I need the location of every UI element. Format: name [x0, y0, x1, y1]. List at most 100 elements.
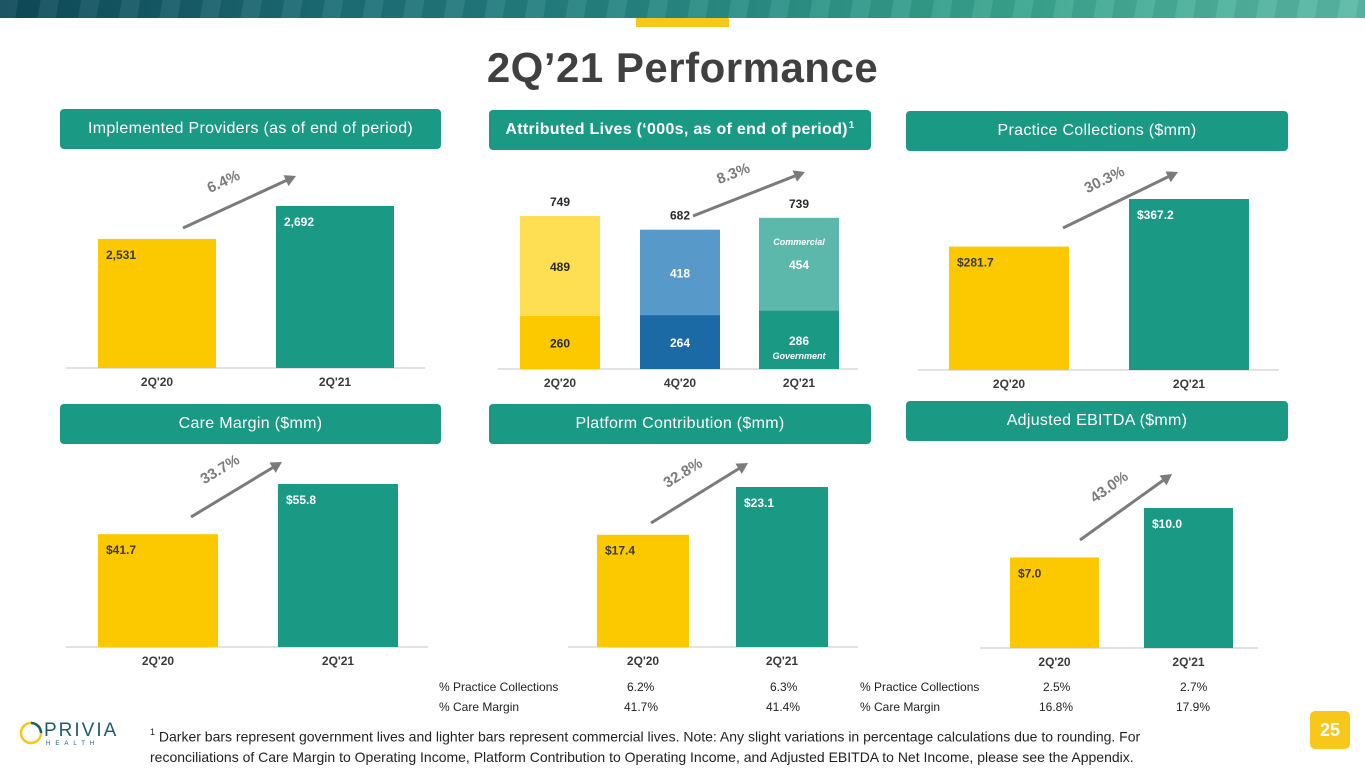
ebitda-arrow-line: [1079, 476, 1168, 542]
lives-com-label-2: 454: [789, 258, 809, 272]
providers-bar-label-0: 2,531: [106, 248, 136, 262]
lives-gov-label-2: 286: [789, 334, 809, 348]
care_margin-bar-label-0: $41.7: [106, 543, 136, 557]
collections-header: Practice Collections ($mm): [906, 111, 1288, 151]
providers-bar-0: [98, 238, 216, 368]
page-number: 25: [1310, 711, 1350, 749]
platform-arrow-line: [650, 464, 744, 525]
collections-arrow-line: [1062, 173, 1174, 230]
lives-arrow-head-icon: [792, 170, 805, 182]
ebitda-metric-v2-2: 17.9%: [1176, 700, 1211, 714]
ebitda-metric-label-2: % Care Margin: [860, 700, 941, 714]
footnote-marker: 1: [150, 727, 156, 737]
ebitda-arrow-head-icon: [1159, 474, 1172, 486]
logo-sub: HEALTH: [46, 741, 100, 747]
lives-bar-commercial-2: [759, 217, 839, 311]
collections-cat-label-1: 2Q'21: [1173, 377, 1206, 391]
lives-total-label-1: 682: [670, 209, 690, 223]
care_margin-cat-label-1: 2Q'21: [322, 654, 355, 668]
platform-growth-label: 32.8%: [661, 455, 706, 492]
logo-mark-icon: [19, 721, 43, 745]
providers-bar-label-1: 2,692: [284, 215, 314, 229]
ebitda-bar-label-1: $10.0: [1152, 517, 1182, 531]
platform-metric-label-2: % Care Margin: [439, 700, 520, 714]
header-banner: [0, 0, 1365, 18]
providers-arrow-line: [182, 177, 292, 230]
header-accent: [636, 18, 729, 27]
lives-cat-label-0: 2Q'20: [544, 376, 577, 390]
platform-metric-label-1: % Practice Collections: [439, 680, 559, 694]
lives-com-label-0: 489: [550, 260, 570, 274]
lives-total-label-0: 749: [550, 195, 570, 209]
lives-header-label: Attributed Lives (‘000s, as of end of pe…: [505, 121, 848, 138]
page-title: 2Q’21 Performance: [486, 44, 879, 91]
care_margin-bar-0: [98, 534, 218, 647]
platform-cat-label-1: 2Q'21: [766, 654, 799, 668]
platform-header: Platform Contribution ($mm): [489, 404, 871, 444]
collections-arrow-head-icon: [1165, 171, 1178, 183]
collections-cat-label-0: 2Q'20: [993, 377, 1026, 391]
lives-com-label-1: 418: [670, 266, 690, 280]
logo-word: PRIVIA: [44, 720, 119, 741]
care_margin-growth-label: 33.7%: [198, 451, 243, 488]
privia-logo: PRIVIA HEALTH: [18, 720, 118, 748]
ebitda-metric-v2-1: 2.7%: [1180, 680, 1208, 694]
care-margin-header: Care Margin ($mm): [60, 404, 441, 444]
footnote-line-1: Darker bars represent government lives a…: [155, 728, 1141, 745]
collections-bar-label-1: $367.2: [1137, 208, 1174, 222]
platform-cat-label-0: 2Q'20: [627, 654, 660, 668]
ebitda-metric-v1-1: 2.5%: [1043, 680, 1071, 694]
lives-gov-label-0: 260: [550, 336, 570, 350]
ebitda-bar-0: [1010, 557, 1099, 648]
collections-bar-0: [949, 246, 1069, 370]
lives-header: Attributed Lives (‘000s, as of end of pe…: [489, 110, 871, 150]
lives-growth-label: 8.3%: [714, 160, 752, 188]
providers-cat-label-1: 2Q'21: [319, 375, 352, 389]
care_margin-cat-label-0: 2Q'20: [142, 654, 175, 668]
care_margin-bar-1: [278, 484, 398, 647]
collections-bar-1: [1129, 199, 1249, 370]
providers-arrow-head-icon: [283, 175, 296, 187]
footnote: 1 Darker bars represent government lives…: [150, 723, 1250, 767]
care_margin-bar-label-1: $55.8: [286, 493, 316, 507]
collections-growth-label: 30.3%: [1082, 163, 1128, 197]
platform-bar-label-1: $23.1: [744, 496, 774, 510]
lives-cat-label-2: 2Q'21: [783, 376, 816, 390]
ebitda-cat-label-1: 2Q'21: [1172, 655, 1205, 669]
ebitda-bar-1: [1144, 508, 1233, 648]
ebitda-bar-label-0: $7.0: [1018, 566, 1042, 580]
collections-bar-label-0: $281.7: [957, 256, 994, 270]
lives-bar-government-1: [640, 315, 720, 369]
platform-arrow-head-icon: [735, 463, 748, 474]
lives-government-tag: Government: [772, 351, 826, 361]
platform-metric-v2-2: 41.4%: [766, 700, 801, 714]
platform-bar-label-0: $17.4: [605, 544, 635, 558]
lives-footnote-ref: 1: [848, 119, 855, 131]
lives-bar-government-0: [520, 315, 600, 369]
platform-metric-v1-1: 6.2%: [627, 680, 655, 694]
care_margin-arrow-head-icon: [269, 462, 282, 473]
footnote-line-2: reconciliations of Care Margin to Operat…: [150, 748, 1134, 765]
platform-metric-v1-2: 41.7%: [624, 700, 659, 714]
providers-growth-label: 6.4%: [205, 167, 243, 197]
lives-bar-commercial-1: [640, 229, 720, 316]
platform-metric-v2-1: 6.3%: [770, 680, 798, 694]
providers-cat-label-0: 2Q'20: [141, 375, 174, 389]
ebitda-cat-label-0: 2Q'20: [1038, 655, 1071, 669]
lives-bar-commercial-0: [520, 216, 600, 316]
lives-commercial-tag: Commercial: [773, 237, 825, 247]
ebitda-growth-label: 43.0%: [1087, 468, 1131, 507]
providers-bar-1: [276, 206, 394, 368]
platform-bar-1: [736, 487, 828, 647]
ebitda-metric-v1-2: 16.8%: [1039, 700, 1074, 714]
platform-bar-0: [597, 534, 689, 647]
ebitda-header: Adjusted EBITDA ($mm): [906, 401, 1288, 441]
lives-cat-label-1: 4Q'20: [664, 376, 697, 390]
lives-bar-government-2: [759, 310, 839, 369]
ebitda-metric-label-1: % Practice Collections: [860, 680, 980, 694]
providers-header: Implemented Providers (as of end of peri…: [60, 109, 441, 149]
lives-arrow-line: [692, 172, 800, 218]
care_margin-arrow-line: [190, 463, 278, 519]
lives-total-label-2: 739: [789, 197, 809, 211]
